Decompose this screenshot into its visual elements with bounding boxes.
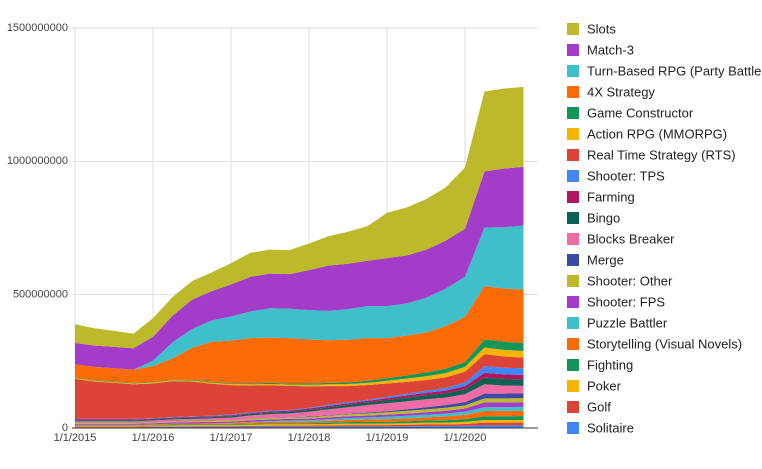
y-tick-label: 500000000 xyxy=(13,289,68,301)
legend-swatch xyxy=(567,107,579,119)
x-tick-label: 1/1/2017 xyxy=(210,432,253,444)
x-tick-label: 1/1/2015 xyxy=(54,432,97,444)
legend-swatch xyxy=(567,380,579,392)
legend-swatch xyxy=(567,23,579,35)
legend-label: Poker xyxy=(587,378,622,393)
area xyxy=(75,366,524,420)
area xyxy=(75,86,524,349)
area xyxy=(75,225,524,370)
legend-swatch xyxy=(567,275,579,287)
legend-swatch xyxy=(567,86,579,98)
area xyxy=(75,406,524,425)
area xyxy=(75,286,524,384)
legend-label: Farming xyxy=(587,189,635,204)
legend-label: 4X Strategy xyxy=(587,84,655,99)
area xyxy=(75,402,524,425)
legend-swatch xyxy=(567,170,579,182)
x-tick-label: 1/1/2016 xyxy=(132,432,175,444)
area xyxy=(75,416,524,426)
area xyxy=(75,410,524,426)
legend-label: Real Time Strategy (RTS) xyxy=(587,147,736,162)
legend-label: Game Constructor xyxy=(587,105,694,120)
legend-label: Blocks Breaker xyxy=(587,231,675,246)
area xyxy=(75,166,524,370)
legend-swatch xyxy=(567,149,579,161)
x-tick-label: 1/1/2020 xyxy=(444,432,487,444)
legend-label: Merge xyxy=(587,252,624,267)
legend-swatch xyxy=(567,233,579,245)
legend-label: Storytelling (Visual Novels) xyxy=(587,336,742,351)
area xyxy=(75,384,524,423)
legend-label: Shooter: Other xyxy=(587,273,673,288)
legend-label: Puzzle Battler xyxy=(587,315,668,330)
legend-swatch xyxy=(567,191,579,203)
legend-swatch xyxy=(567,128,579,140)
area xyxy=(75,420,524,427)
legend-label: Fighting xyxy=(587,357,633,372)
legend-swatch xyxy=(567,254,579,266)
area xyxy=(75,398,524,424)
x-tick-label: 1/1/2018 xyxy=(288,432,331,444)
axes: 0 500000000 1000000000 1500000000 1/1/2015 1/… xyxy=(7,22,538,444)
legend-label: Match-3 xyxy=(587,42,634,57)
area xyxy=(75,422,524,428)
legend-label: Solitaire xyxy=(587,420,634,435)
legend-label: Slots xyxy=(587,21,616,36)
legend-label: Shooter: TPS xyxy=(587,168,665,183)
area xyxy=(75,372,524,421)
areas xyxy=(75,86,524,428)
legend-label: Golf xyxy=(587,399,611,414)
area xyxy=(75,393,524,423)
area xyxy=(75,354,524,419)
legend-swatch xyxy=(567,212,579,224)
x-tick-label: 1/1/2019 xyxy=(366,432,409,444)
area xyxy=(75,377,524,422)
legend-label: Action RPG (MMORPG) xyxy=(587,126,727,141)
legend-swatch xyxy=(567,422,579,434)
legend-label: Shooter: FPS xyxy=(587,294,665,309)
y-tick-label: 1500000000 xyxy=(7,22,68,34)
legend-label: Bingo xyxy=(587,210,620,225)
legend-swatch xyxy=(567,401,579,413)
legend-swatch xyxy=(567,65,579,77)
legend: Slots Match-3 Turn-Based RPG (Party Battle… xyxy=(567,21,762,435)
y-tick-label: 0 xyxy=(62,422,68,434)
legend-swatch xyxy=(567,44,579,56)
y-tick-label: 1000000000 xyxy=(7,155,68,167)
area xyxy=(75,425,524,428)
legend-swatch xyxy=(567,338,579,350)
legend-label: Turn-Based RPG (Party Battler) xyxy=(587,63,762,78)
legend-swatch xyxy=(567,296,579,308)
legend-swatch xyxy=(567,359,579,371)
legend-swatch xyxy=(567,317,579,329)
